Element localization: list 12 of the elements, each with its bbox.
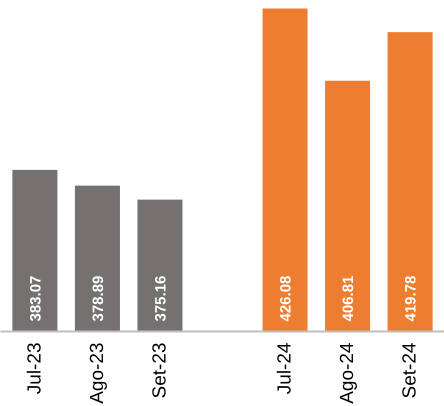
x-tick-label: Jul-24	[274, 342, 296, 394]
x-tick-label: Jul-23	[24, 342, 46, 394]
x-tick-label: Set-24	[400, 342, 421, 398]
data-label: 406.81	[340, 276, 358, 322]
data-label: 378.89	[90, 276, 107, 322]
x-tick-label: Ago-24	[337, 342, 358, 404]
x-tick-label: Set-23	[149, 342, 170, 398]
data-label: 383.07	[27, 276, 44, 322]
data-label: 375.16	[152, 276, 170, 322]
data-label: 426.08	[278, 276, 295, 322]
data-label: 419.78	[402, 276, 420, 322]
x-tick-label: Ago-23	[86, 342, 108, 404]
